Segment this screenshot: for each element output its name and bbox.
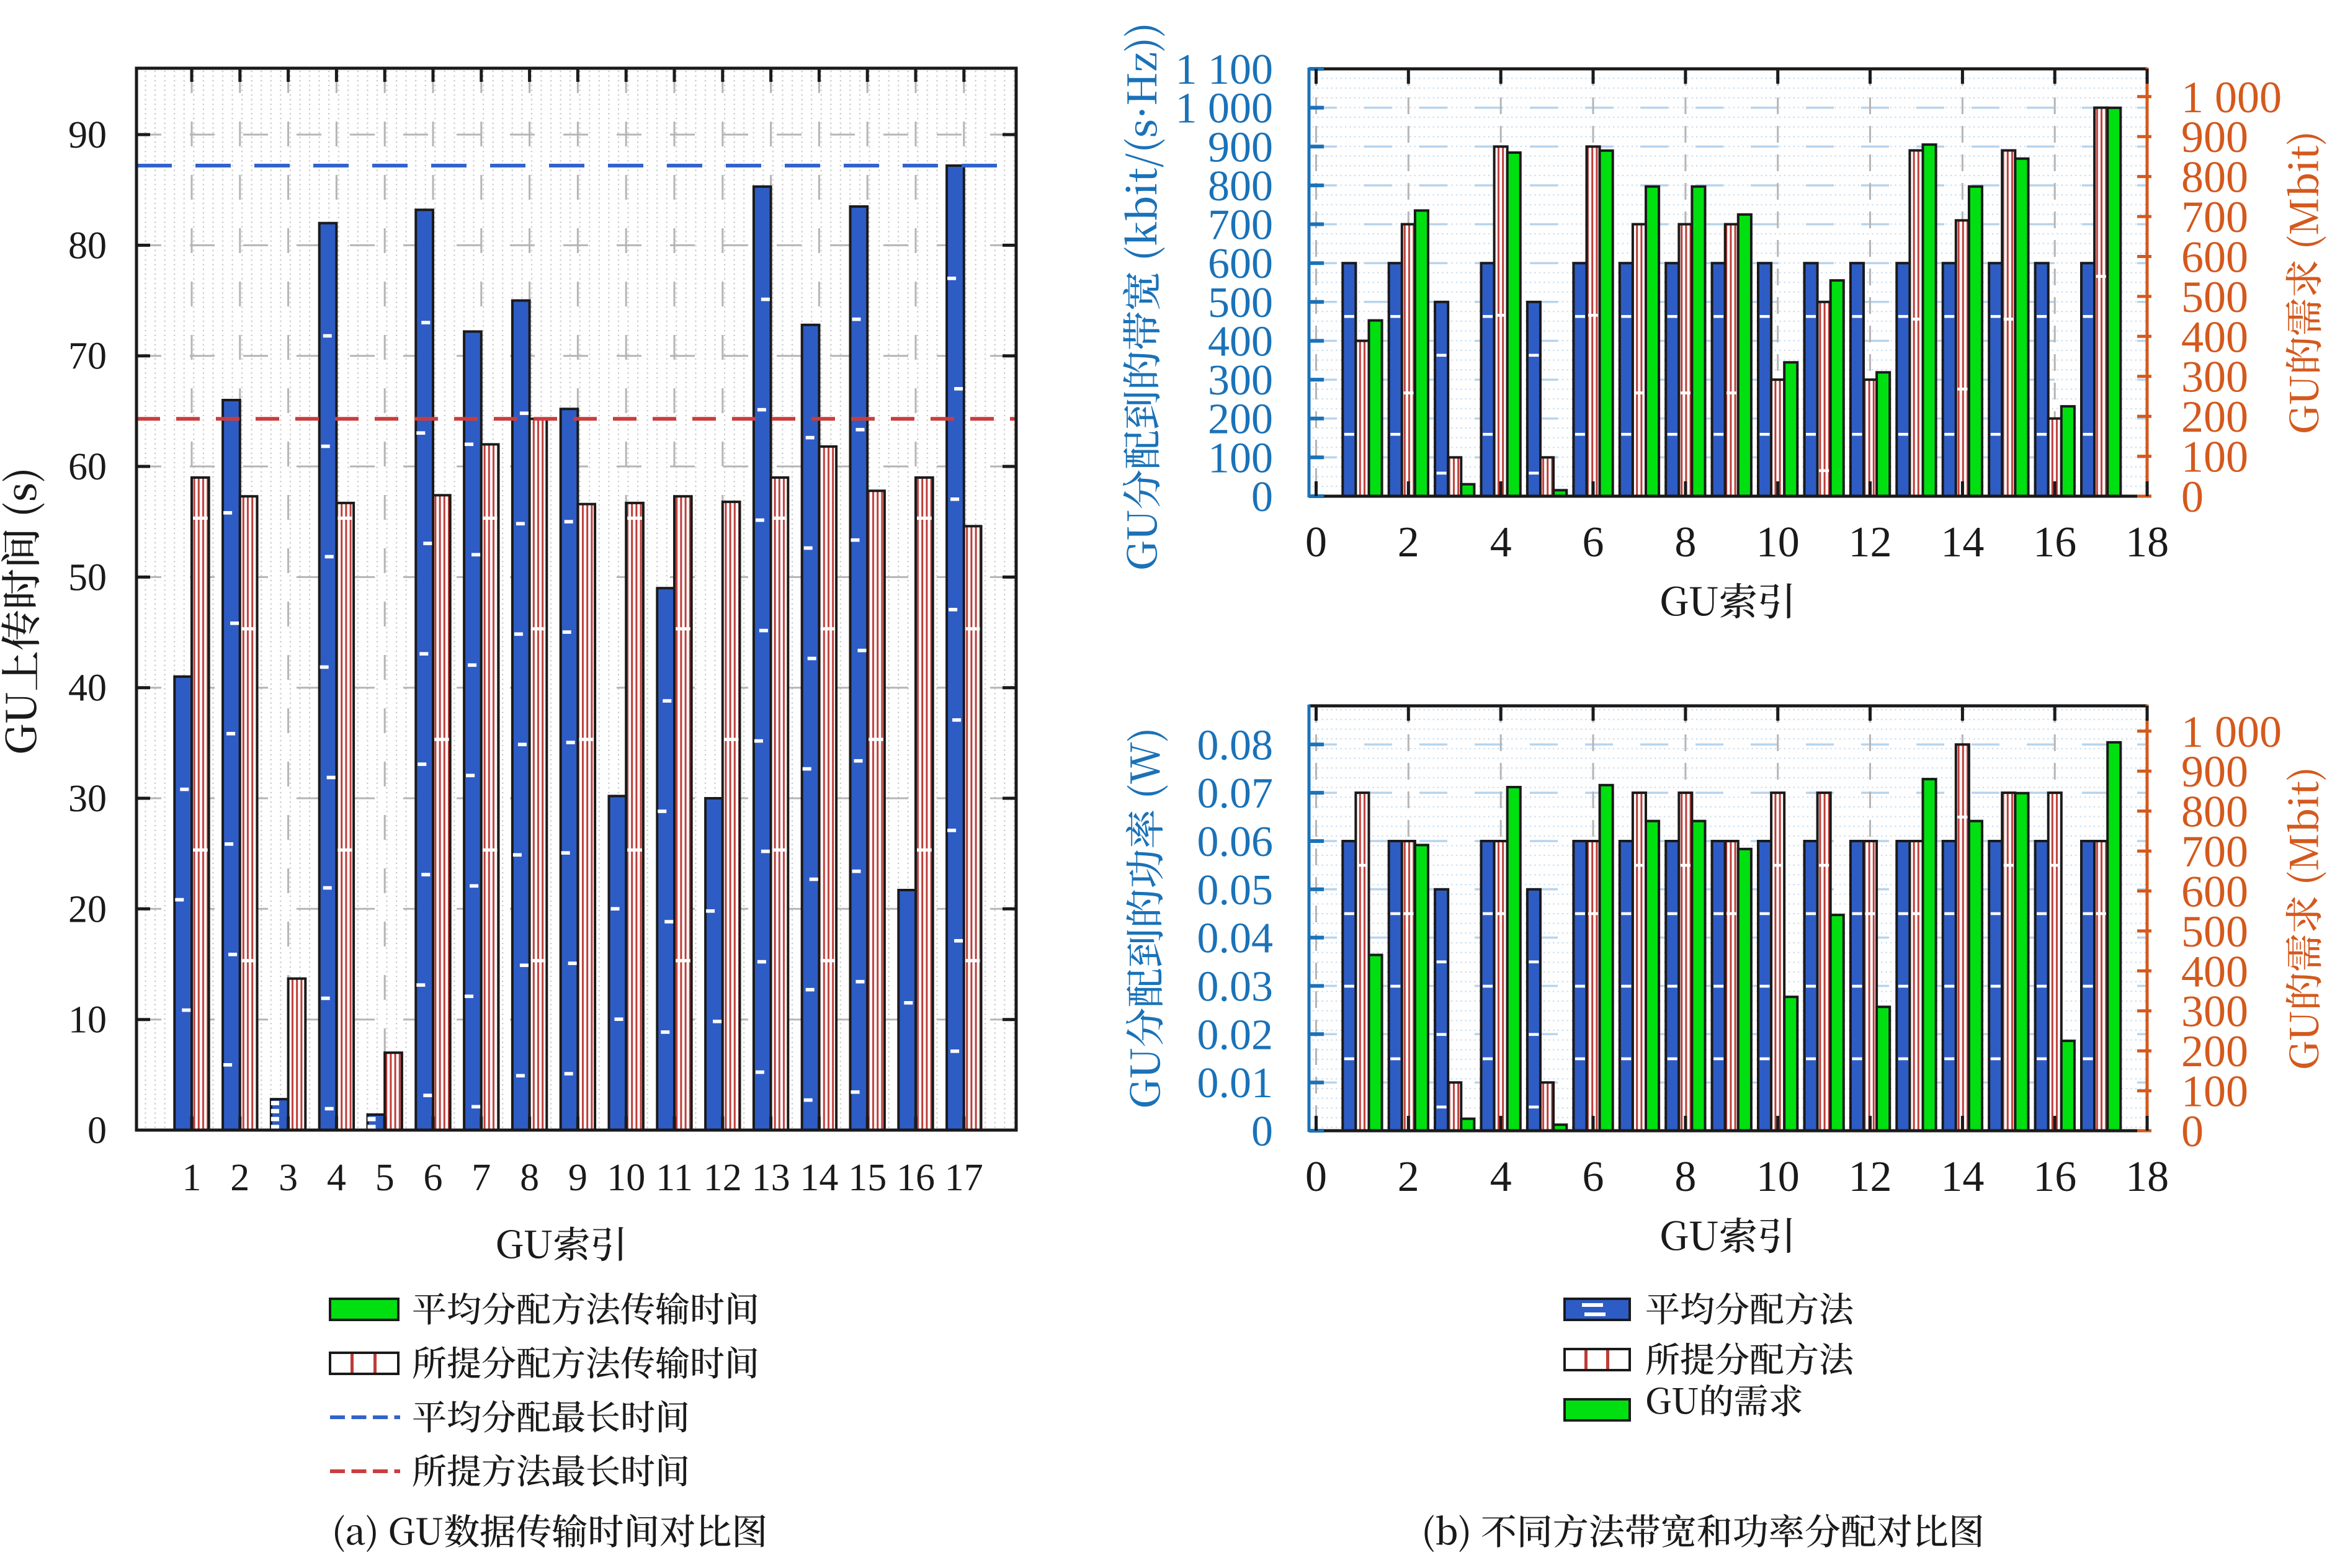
svg-text:400: 400 xyxy=(1208,318,1273,366)
svg-text:0: 0 xyxy=(1251,1108,1273,1156)
svg-text:900: 900 xyxy=(2181,747,2248,796)
svg-text:11: 11 xyxy=(656,1157,693,1199)
svg-text:4: 4 xyxy=(327,1157,346,1199)
svg-text:300: 300 xyxy=(2181,987,2248,1036)
svg-text:6: 6 xyxy=(1583,519,1604,566)
svg-text:500: 500 xyxy=(2181,907,2248,956)
svg-text:1 000: 1 000 xyxy=(2181,73,2282,122)
svg-text:8: 8 xyxy=(1674,1153,1696,1201)
svg-text:18: 18 xyxy=(2125,1153,2169,1201)
svg-text:500: 500 xyxy=(2181,272,2248,322)
svg-text:600: 600 xyxy=(2181,233,2248,282)
svg-text:2: 2 xyxy=(1398,1153,1419,1201)
svg-text:6: 6 xyxy=(424,1157,443,1199)
svg-text:14: 14 xyxy=(1941,519,1984,566)
svg-text:50: 50 xyxy=(68,556,107,599)
svg-text:3: 3 xyxy=(279,1157,298,1199)
svg-text:1: 1 xyxy=(182,1157,202,1199)
svg-text:100: 100 xyxy=(1208,434,1273,482)
svg-text:5: 5 xyxy=(375,1157,395,1199)
svg-text:0: 0 xyxy=(1305,519,1327,566)
svg-text:300: 300 xyxy=(1208,357,1273,404)
svg-text:0: 0 xyxy=(2181,472,2204,522)
svg-text:600: 600 xyxy=(1208,240,1273,288)
svg-text:600: 600 xyxy=(2181,867,2248,917)
svg-text:90: 90 xyxy=(68,114,107,156)
svg-text:400: 400 xyxy=(2181,947,2248,996)
svg-text:800: 800 xyxy=(2181,787,2248,837)
svg-text:12: 12 xyxy=(1849,1153,1892,1201)
svg-text:16: 16 xyxy=(2033,519,2076,566)
svg-text:2: 2 xyxy=(1398,519,1419,566)
svg-text:0: 0 xyxy=(1251,473,1273,521)
svg-text:13: 13 xyxy=(752,1157,790,1199)
svg-text:400: 400 xyxy=(2181,312,2248,362)
svg-text:8: 8 xyxy=(1674,519,1696,566)
svg-text:4: 4 xyxy=(1490,1153,1512,1201)
svg-text:30: 30 xyxy=(68,778,107,820)
svg-text:1 100: 1 100 xyxy=(1176,46,1274,94)
svg-text:500: 500 xyxy=(1208,279,1273,327)
svg-text:0.01: 0.01 xyxy=(1197,1059,1274,1107)
svg-text:0: 0 xyxy=(2181,1107,2204,1156)
svg-text:16: 16 xyxy=(2033,1153,2076,1201)
svg-text:2: 2 xyxy=(230,1157,249,1199)
svg-text:1 000: 1 000 xyxy=(1176,85,1274,133)
svg-text:1 000: 1 000 xyxy=(2181,707,2282,757)
svg-text:100: 100 xyxy=(2181,432,2248,482)
svg-text:200: 200 xyxy=(2181,1027,2248,1076)
svg-text:8: 8 xyxy=(520,1157,539,1199)
svg-text:12: 12 xyxy=(704,1157,742,1199)
svg-text:40: 40 xyxy=(68,667,107,710)
svg-text:14: 14 xyxy=(800,1157,838,1199)
svg-text:0.05: 0.05 xyxy=(1197,866,1274,914)
svg-text:7: 7 xyxy=(471,1157,491,1199)
svg-text:700: 700 xyxy=(2181,192,2248,242)
svg-text:10: 10 xyxy=(1756,1153,1800,1201)
svg-text:9: 9 xyxy=(568,1157,587,1199)
svg-text:6: 6 xyxy=(1583,1153,1604,1201)
svg-text:0.07: 0.07 xyxy=(1197,770,1274,817)
svg-text:12: 12 xyxy=(1849,519,1892,566)
svg-text:0: 0 xyxy=(87,1110,107,1152)
svg-text:18: 18 xyxy=(2125,519,2169,566)
svg-text:0: 0 xyxy=(1305,1153,1327,1201)
svg-text:15: 15 xyxy=(848,1157,887,1199)
svg-text:700: 700 xyxy=(1208,202,1273,249)
svg-text:10: 10 xyxy=(607,1157,645,1199)
svg-text:10: 10 xyxy=(68,999,107,1041)
svg-text:17: 17 xyxy=(945,1157,983,1199)
svg-text:70: 70 xyxy=(68,336,107,378)
svg-text:16: 16 xyxy=(896,1157,935,1199)
svg-text:800: 800 xyxy=(1208,163,1273,210)
svg-text:900: 900 xyxy=(1208,123,1273,171)
svg-text:0.02: 0.02 xyxy=(1197,1011,1274,1059)
svg-text:80: 80 xyxy=(68,225,107,267)
svg-text:0.06: 0.06 xyxy=(1197,818,1274,866)
svg-text:300: 300 xyxy=(2181,352,2248,402)
svg-text:14: 14 xyxy=(1941,1153,1984,1201)
svg-text:0.08: 0.08 xyxy=(1197,721,1274,769)
svg-text:20: 20 xyxy=(68,888,107,930)
svg-text:10: 10 xyxy=(1756,519,1800,566)
svg-text:700: 700 xyxy=(2181,827,2248,876)
svg-text:200: 200 xyxy=(1208,396,1273,443)
svg-text:4: 4 xyxy=(1490,519,1512,566)
svg-text:900: 900 xyxy=(2181,112,2248,162)
svg-text:0.03: 0.03 xyxy=(1197,963,1274,1011)
svg-text:60: 60 xyxy=(68,446,107,488)
svg-text:800: 800 xyxy=(2181,153,2248,202)
svg-text:100: 100 xyxy=(2181,1067,2248,1116)
svg-text:0.04: 0.04 xyxy=(1197,915,1274,963)
svg-text:200: 200 xyxy=(2181,392,2248,442)
